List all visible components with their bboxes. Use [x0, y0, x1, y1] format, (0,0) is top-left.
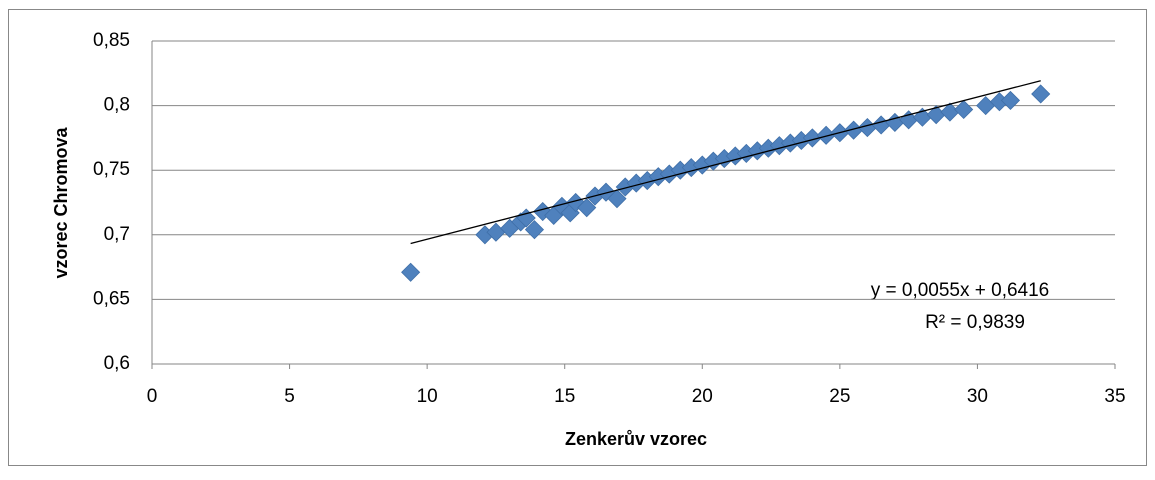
x-tick-label: 10	[417, 386, 438, 407]
x-tick-label: 15	[554, 386, 575, 407]
y-tick-label: 0,65	[93, 288, 130, 309]
point	[1000, 90, 1021, 110]
trendline	[410, 80, 1041, 245]
x-tick-label: 20	[692, 386, 713, 407]
point	[607, 189, 627, 209]
point	[524, 220, 545, 240]
y-tick-label: 0,7	[104, 224, 130, 245]
x-tick-label: 0	[147, 386, 158, 407]
y-tick-label: 0,75	[93, 159, 130, 180]
x-tick-label: 25	[829, 386, 850, 407]
y-axis-title: vzorec Chromova	[51, 126, 71, 278]
point	[954, 99, 974, 120]
point	[577, 198, 597, 218]
chart-frame	[8, 9, 1147, 466]
point	[1031, 84, 1051, 104]
y-tick-label: 0,85	[93, 30, 130, 51]
point	[401, 262, 421, 282]
x-axis-title: Zenkerův vzorec	[565, 429, 707, 449]
x-tick-label: 35	[1104, 386, 1125, 407]
x-tick-label: 5	[284, 386, 295, 407]
y-tick-label: 0,8	[104, 95, 130, 116]
trendline-equation: y = 0,0055x + 0,6416	[871, 280, 1050, 301]
trendline-r2: R² = 0,9839	[925, 312, 1025, 333]
x-tick-label: 30	[967, 386, 988, 407]
y-tick-label: 0,6	[104, 353, 130, 374]
